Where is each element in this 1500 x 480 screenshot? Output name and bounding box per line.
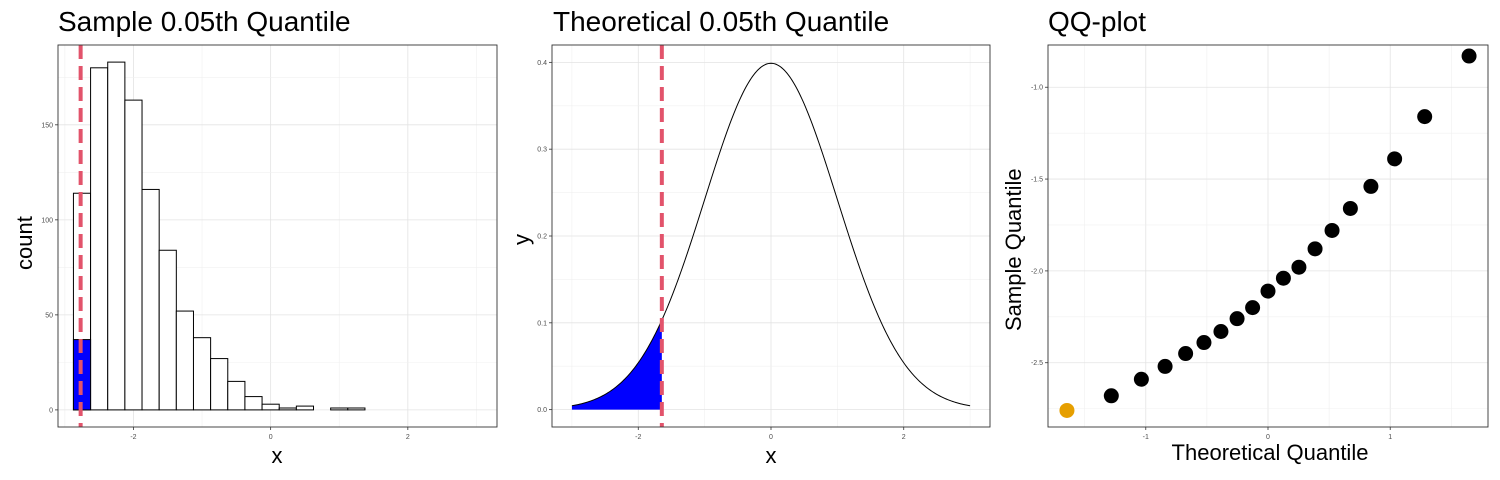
qq-point [1260, 283, 1276, 299]
histogram-bar [244, 396, 263, 411]
panel-border [551, 44, 991, 428]
qq-point [1157, 358, 1173, 374]
x-tick-label: 0 [1266, 434, 1270, 441]
histogram-plot: -2 0 2 0 50 100 150 [41, 44, 498, 441]
y-tick-label: 0 [49, 407, 53, 414]
qq-point [1461, 48, 1477, 64]
chart-title: Theoretical 0.05th Quantile [553, 6, 890, 37]
qq-point [1133, 371, 1149, 387]
y-tick-label: -2.5 [1031, 360, 1043, 367]
density-curve [571, 62, 971, 407]
qq-point [1229, 311, 1245, 327]
histogram-bar [158, 249, 177, 411]
chart-title: QQ-plot [1048, 6, 1147, 37]
histogram-bar [210, 358, 229, 411]
x-tick-label: -2 [635, 434, 641, 441]
qq-point [1178, 346, 1194, 362]
histogram-bar [227, 380, 246, 411]
histogram-bar [141, 188, 160, 411]
qq-point [1363, 178, 1379, 194]
x-tick-label: 0 [769, 434, 773, 441]
qq-point [1245, 300, 1261, 316]
y-tick-label: -1.0 [1031, 85, 1043, 92]
highlighted-point [1059, 402, 1075, 418]
panel-border [1047, 44, 1489, 428]
x-tick-label: 1 [1388, 434, 1392, 441]
qq-point [1275, 270, 1291, 286]
qq-point [1103, 388, 1119, 404]
y-tick-label: 0.3 [537, 147, 547, 154]
x-tick-label: 2 [406, 434, 410, 441]
y-tick-label: -1.5 [1031, 177, 1043, 184]
histogram-bar [192, 337, 212, 411]
y-tick-label: 50 [45, 312, 53, 319]
histogram-bar [295, 405, 315, 411]
shaded-tail-area [571, 320, 662, 410]
histogram-bar [261, 403, 280, 411]
x-tick-label: -2 [130, 434, 136, 441]
histogram-bar [278, 407, 297, 411]
x-axis-label: x [271, 443, 283, 468]
y-tick-label: 0.1 [537, 320, 547, 327]
qq-point [1291, 259, 1307, 275]
histogram-bar [175, 310, 194, 411]
histogram-bar [107, 61, 126, 411]
qq-point [1417, 109, 1433, 125]
y-tick-label: -2.0 [1031, 268, 1043, 275]
panel-border [57, 44, 498, 428]
panel-theoretical-quantile: Theoretical 0.05th Quantile y x -2 0 2 0.0 0… [500, 0, 1000, 480]
panel-sample-quantile: Sample 0.05th Quantile count x -2 0 2 0 50 10… [0, 0, 500, 480]
chart-title: Sample 0.05th Quantile [58, 6, 351, 37]
y-tick-label: 150 [41, 122, 53, 129]
histogram-bar [90, 67, 109, 411]
y-tick-label: 100 [41, 217, 53, 224]
y-tick-label: 0.0 [537, 407, 547, 414]
qq-point [1307, 241, 1323, 257]
qq-point [1342, 200, 1358, 216]
y-tick-label: 0.2 [537, 234, 547, 241]
x-axis-label: Theoretical Quantile [1171, 440, 1369, 465]
qq-point [1196, 335, 1212, 351]
histogram-bar [347, 407, 366, 411]
y-tick-label: 0.4 [537, 60, 547, 67]
qq-plot: -1 0 1 -2.5 -2.0 -1.5 -1.0 [1031, 44, 1489, 441]
density-plot: -2 0 2 0.0 0.1 0.2 0.3 0.4 [537, 44, 991, 441]
qq-point [1213, 324, 1229, 339]
histogram-bar [330, 407, 349, 411]
histogram-bar [124, 99, 143, 411]
x-tick-label: 2 [902, 434, 906, 441]
x-tick-label: -1 [1143, 434, 1149, 441]
panel-qq-plot: QQ-plot Sample Quantile Theoretical Quan… [1000, 0, 1500, 480]
qq-point [1324, 222, 1340, 238]
x-tick-label: 0 [269, 434, 273, 441]
qq-point [1387, 151, 1403, 167]
x-axis-label: x [765, 443, 777, 468]
